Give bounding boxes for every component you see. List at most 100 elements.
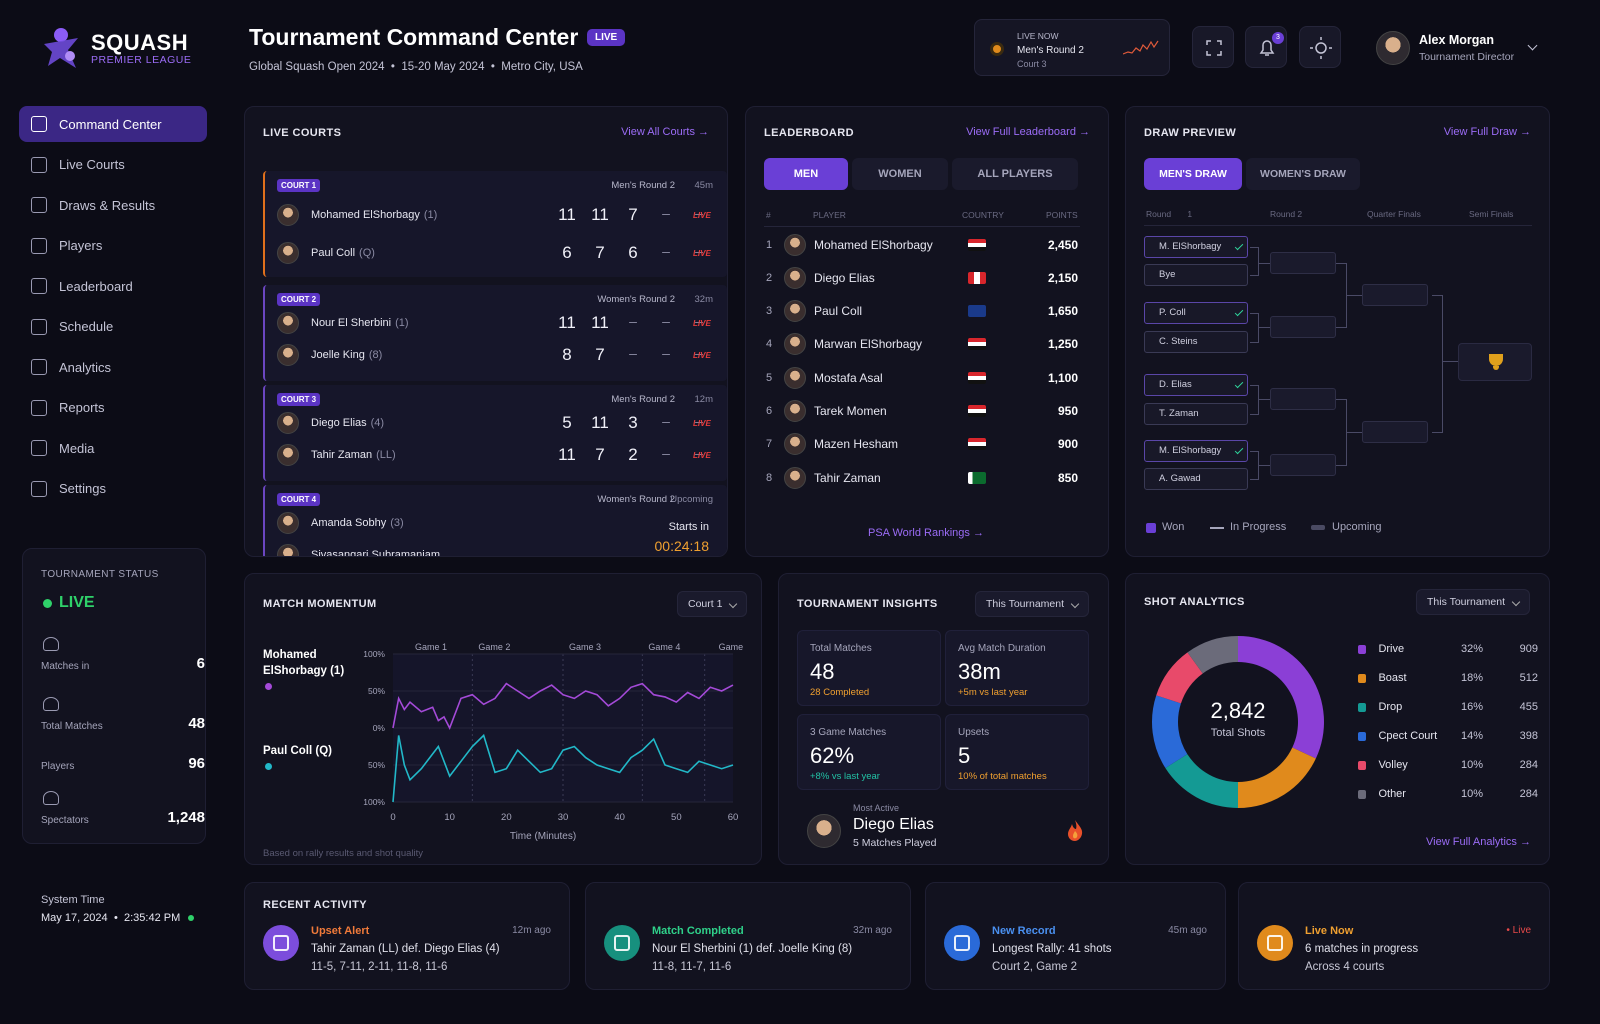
nav-item-draws-results[interactable]: Draws & Results — [19, 187, 207, 223]
draw-player: T. Zaman — [1159, 408, 1199, 419]
nav-item-analytics[interactable]: Analytics — [19, 349, 207, 385]
view-full-analytics-link[interactable]: View Full Analytics → — [1426, 836, 1531, 848]
game-score: 11 — [558, 205, 576, 224]
live-icon — [1257, 925, 1293, 961]
nav-item-media[interactable]: Media — [19, 430, 207, 466]
court-card[interactable]: COURT 4 Women's Round 2 Upcoming Amanda Sob… — [263, 485, 727, 556]
status-live-dot — [43, 599, 52, 608]
live-indicator: LIVE — [693, 249, 711, 258]
draw-slot-empty[interactable] — [1270, 316, 1336, 338]
icon-glyph — [273, 935, 289, 951]
status-value: LIVE — [59, 594, 95, 611]
psa-rankings-link[interactable]: PSA World Rankings → — [868, 527, 984, 539]
live-now-label: LIVE NOW — [1017, 31, 1059, 41]
draw-slot-empty[interactable] — [1270, 252, 1336, 274]
draw-slot[interactable]: D. Elias — [1144, 374, 1248, 396]
stat-spectators: Spectators 1,248 — [41, 787, 205, 837]
activity-card[interactable]: Live Now • Live 6 matches in progress Acros… — [1238, 882, 1550, 990]
court-select[interactable]: Court 1 — [677, 591, 748, 617]
dashboard-icon — [31, 116, 47, 132]
insight-value: 5 — [958, 743, 971, 768]
draw-slot-empty[interactable] — [1270, 454, 1336, 476]
nav-item-settings[interactable]: Settings — [19, 471, 207, 507]
draw-slot-empty[interactable] — [1270, 388, 1336, 410]
live-now-dot — [990, 42, 1004, 56]
activity-card[interactable]: New Record 45m ago Longest Rally: 41 shots… — [925, 882, 1226, 990]
sun-icon — [1310, 37, 1332, 59]
shot-legend-row: Drive 32% 909 — [1358, 639, 1538, 659]
shot-legend-row: Cpect Court 14% 398 — [1358, 726, 1538, 746]
court-card[interactable]: COURT 2 Women's Round 2 32m Nour El Sherbin… — [263, 285, 727, 381]
bracket-line — [1258, 327, 1270, 328]
view-full-leaderboard-link[interactable]: View Full Leaderboard → — [966, 126, 1090, 138]
insight-sub: +8% vs last year — [810, 771, 880, 782]
draw-preview-panel: DRAW PREVIEW View Full Draw → MEN'S DRAW… — [1125, 106, 1550, 557]
view-full-draw-link[interactable]: View Full Draw → — [1443, 126, 1531, 138]
game-label: Game 2 — [478, 642, 510, 652]
fullscreen-button[interactable] — [1192, 26, 1234, 68]
court-card[interactable]: COURT 3 Men's Round 2 12m Diego Elias (4) 5 11… — [263, 385, 727, 481]
tab-mens-draw[interactable]: MEN'S DRAW — [1144, 158, 1242, 190]
draw-slot-empty[interactable] — [1362, 284, 1428, 306]
nav-label: Command Center — [59, 116, 162, 132]
leaderboard-row[interactable]: 1 Mohamed ElShorbagy 2,450 — [764, 228, 1080, 261]
points: 2,450 — [1047, 237, 1078, 252]
game-score: 7 — [595, 243, 605, 262]
rank: 4 — [766, 338, 773, 351]
notifications-button[interactable]: 3 — [1245, 26, 1287, 68]
insight-value: 48 — [810, 659, 835, 684]
draw-slot[interactable]: T. Zaman — [1144, 403, 1248, 425]
activity-card[interactable]: RECENT ACTIVITY Upset Alert 12m ago Tahir Z… — [244, 882, 570, 990]
shot-color-swatch — [1358, 702, 1367, 712]
player-row: Nour El Sherbini (1) — [277, 311, 409, 335]
brand-logo[interactable] — [40, 26, 82, 70]
nav-item-players[interactable]: Players — [19, 228, 207, 264]
x-tick: 40 — [614, 812, 625, 823]
tab-womens-draw[interactable]: WOMEN'S DRAW — [1246, 158, 1360, 190]
brand-name: SQUASH — [91, 30, 189, 55]
leaderboard-row[interactable]: 6 Tarek Momen 950 — [764, 395, 1080, 428]
tab-men[interactable]: MEN — [764, 158, 848, 190]
momentum-note: Based on rally results and shot quality — [263, 848, 424, 859]
tab-all-players[interactable]: ALL PLAYERS — [952, 158, 1078, 190]
activity-card[interactable]: Match Completed 32m ago Nour El Sherbini (… — [585, 882, 911, 990]
view-all-courts-link[interactable]: View All Courts → — [621, 126, 709, 138]
bracket-line — [1336, 327, 1346, 328]
draw-slot[interactable]: C. Steins — [1144, 331, 1248, 353]
tab-women[interactable]: WOMEN — [852, 158, 948, 190]
leaderboard-row[interactable]: 2 Diego Elias 2,150 — [764, 261, 1080, 294]
stat-label: Matches in — [41, 661, 90, 672]
court-card[interactable]: COURT 1 Men's Round 2 45m Mohamed ElShorbag… — [263, 171, 727, 277]
champion-slot[interactable] — [1458, 343, 1532, 381]
draw-slot-empty[interactable] — [1362, 421, 1428, 443]
game-score: 6 — [562, 243, 572, 262]
draw-slot[interactable]: Bye — [1144, 264, 1248, 286]
nav-item-live-courts[interactable]: Live Courts — [19, 147, 207, 183]
activity-time: 32m ago — [853, 925, 892, 936]
user-menu-chevron-icon[interactable] — [1527, 40, 1538, 51]
nav-item-leaderboard[interactable]: Leaderboard — [19, 268, 207, 304]
insights-range-select[interactable]: This Tournament — [975, 591, 1090, 617]
shots-range-select[interactable]: This Tournament — [1416, 589, 1531, 615]
leaderboard-row[interactable]: 4 Marwan ElShorbagy 1,250 — [764, 328, 1080, 361]
draw-slot[interactable]: M. ElShorbagy — [1144, 440, 1248, 462]
player-name: Tarek Momen — [814, 404, 887, 418]
nav-item-schedule[interactable]: Schedule — [19, 309, 207, 345]
draw-slot[interactable]: A. Gawad — [1144, 468, 1248, 490]
user-avatar[interactable] — [1376, 31, 1410, 65]
draw-slot[interactable]: M. ElShorbagy — [1144, 236, 1248, 258]
leaderboard-row[interactable]: 7 Mazen Hesham 900 — [764, 428, 1080, 461]
game-score: 11 — [591, 205, 609, 224]
player-name: Mohamed ElShorbagy — [814, 237, 933, 252]
leaderboard-row[interactable]: 3 Paul Coll 1,650 — [764, 295, 1080, 328]
game-score: – — [695, 345, 703, 361]
leaderboard-row[interactable]: 5 Mostafa Asal 1,100 — [764, 361, 1080, 394]
theme-toggle-button[interactable] — [1299, 26, 1341, 68]
nav-item-command-center[interactable]: Command Center — [19, 106, 207, 142]
draw-slot[interactable]: P. Coll — [1144, 302, 1248, 324]
court-icon — [31, 156, 47, 173]
nav-item-reports[interactable]: Reports — [19, 390, 207, 426]
leaderboard-row[interactable]: 8 Tahir Zaman 850 — [764, 461, 1080, 494]
live-now-widget[interactable]: LIVE NOW Men's Round 2 Court 3 — [974, 19, 1170, 76]
settings-icon — [31, 480, 47, 497]
